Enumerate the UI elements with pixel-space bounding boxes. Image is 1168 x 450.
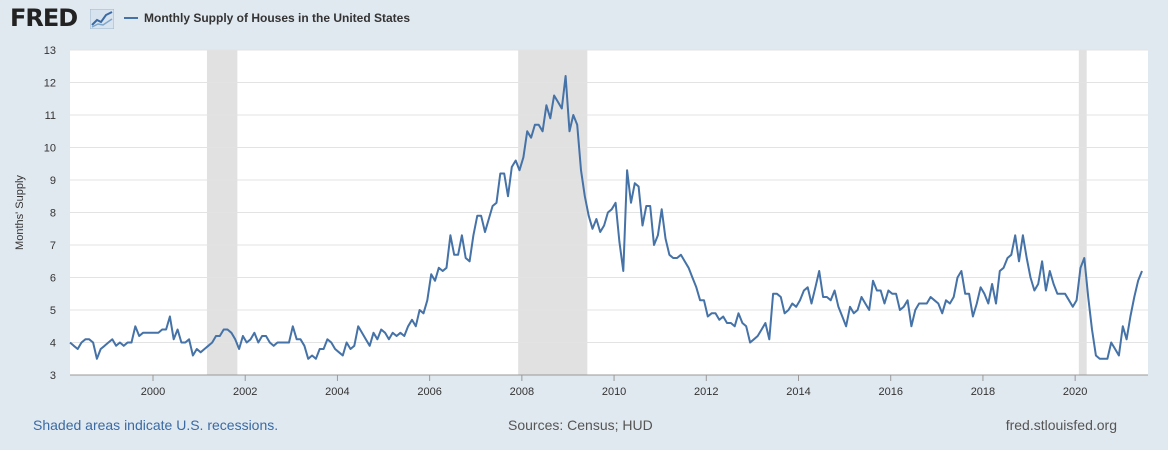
legend-label: Monthly Supply of Houses in the United S… [144, 11, 411, 25]
y-tick-label: 3 [50, 370, 56, 382]
x-tick-label: 2000 [141, 386, 165, 398]
y-tick-label: 11 [45, 110, 56, 122]
x-tick-label: 2010 [602, 386, 626, 398]
x-tick-label: 2006 [417, 386, 441, 398]
y-tick-label: 8 [50, 208, 56, 220]
line-graph-icon [90, 9, 114, 29]
x-tick-label: 2004 [325, 386, 349, 398]
y-tick-label: 9 [50, 175, 56, 187]
y-axis-label: Months' Supply [14, 175, 26, 250]
series-line[interactable] [69, 75, 1143, 360]
x-tick-label: 2016 [878, 386, 902, 398]
recession-note-link[interactable]: Shaded areas indicate U.S. recessions. [33, 417, 279, 433]
x-tick-label: 2020 [1063, 386, 1087, 398]
chart-header: FRED Monthly Supply of Houses in the Uni… [0, 0, 1168, 40]
y-tick-label: 10 [44, 143, 56, 155]
fred-site-link[interactable]: fred.stlouisfed.org [1005, 417, 1117, 433]
chart-legend[interactable]: Monthly Supply of Houses in the United S… [124, 11, 410, 25]
x-tick-label: 2012 [694, 386, 718, 398]
y-tick-label: 6 [50, 273, 56, 285]
y-tick-label: 5 [50, 305, 56, 317]
x-tick-label: 2002 [233, 386, 257, 398]
y-tick-label: 12 [44, 78, 56, 90]
y-tick-label: 7 [50, 240, 56, 252]
y-tick-label: 13 [44, 45, 56, 57]
sources-text: Sources: Census; HUD [508, 417, 653, 433]
x-tick-label: 2008 [510, 386, 534, 398]
y-axis-ticks: 3 4 5 6 7 8 9 10 11 12 13 [44, 45, 56, 382]
y-tick-label: 4 [50, 338, 56, 350]
legend-line-swatch [124, 17, 138, 19]
x-tick-label: 2014 [786, 386, 810, 398]
x-axis-ticks: 2000 2002 2004 2006 2008 2010 2012 2014 2016 2018… [70, 374, 1148, 398]
line-chart: 3 4 5 6 7 8 9 10 11 12 13 2000 2002 2004 2006 2008 2010… [14, 45, 1148, 398]
x-tick-label: 2018 [971, 386, 995, 398]
fred-logo[interactable]: FRED [10, 4, 78, 32]
